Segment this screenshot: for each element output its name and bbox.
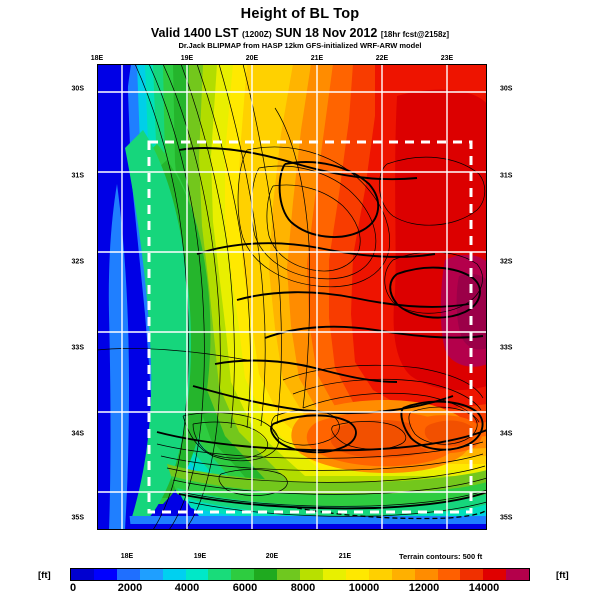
terrain-contour-note: Terrain contours: 500 ft: [399, 552, 483, 561]
colorbar-band-19: [506, 569, 530, 580]
lat-label-right-2: 32S: [500, 258, 513, 266]
lat-label-left-5: 35S: [71, 514, 84, 522]
colorbar-tick-1: 2000: [117, 582, 143, 594]
colorbar-band-1: [93, 569, 117, 580]
lat-label-left-2: 32S: [71, 258, 84, 266]
map-plot-area: [97, 64, 487, 530]
colorbar-tick-7: 14000: [468, 582, 500, 594]
lat-label-left-3: 33S: [71, 344, 84, 352]
valid-date-label: SUN 18 Nov 2012: [275, 26, 378, 40]
colorbar-band-11: [322, 569, 346, 580]
colorbar: [70, 568, 530, 581]
colorbar-band-15: [414, 569, 438, 580]
forecast-tag-label: [18hr fcst@2158z]: [380, 30, 450, 39]
lon-label-bottom-2: 20E: [265, 553, 279, 560]
colorbar-band-16: [437, 569, 461, 580]
colorbar-band-6: [208, 569, 232, 580]
colorbar-band-2: [116, 569, 140, 580]
lat-label-left-1: 31S: [71, 172, 84, 180]
colorbar-band-12: [345, 569, 369, 580]
colorbar-band-0: [71, 569, 94, 580]
filled-contour-field: [97, 64, 487, 530]
colorbar-tick-3: 6000: [232, 582, 258, 594]
model-credit-label: Dr.Jack BLIPMAP from HASP 12km GFS-initi…: [178, 41, 422, 50]
colorbar-band-3: [139, 569, 163, 580]
colorbar-tick-4: 8000: [290, 582, 316, 594]
lon-label-top-0: 18E: [90, 55, 104, 62]
colorbar-band-9: [277, 569, 301, 580]
lat-label-right-1: 31S: [500, 172, 513, 180]
colorbar-band-8: [254, 569, 278, 580]
lon-label-top-4: 22E: [375, 55, 389, 62]
lon-label-top-1: 19E: [180, 55, 194, 62]
colorbar-tick-5: 10000: [348, 582, 380, 594]
colorbar-units-right: [ft]: [556, 570, 569, 581]
model-domain-box: [147, 140, 473, 514]
colorbar-band-5: [185, 569, 209, 580]
terrain-contour-lines: [97, 64, 487, 530]
colorbar-band-7: [231, 569, 255, 580]
lat-label-right-3: 33S: [500, 344, 513, 352]
colorbar-band-4: [162, 569, 186, 580]
lat-label-left-0: 30S: [71, 85, 84, 93]
valid-time-label: Valid 1400 LST: [150, 26, 239, 40]
colorbar-band-17: [460, 569, 484, 580]
colorbar-band-18: [483, 569, 507, 580]
subtitle: Valid 1400 LST (1200Z) SUN 18 Nov 2012 […: [0, 26, 600, 40]
lon-label-top-5: 23E: [440, 55, 454, 62]
colorbar-band-10: [300, 569, 323, 580]
lon-label-bottom-1: 19E: [193, 553, 207, 560]
lon-label-top-3: 21E: [310, 55, 324, 62]
lat-label-left-4: 34S: [71, 430, 84, 438]
lat-label-right-5: 35S: [500, 514, 513, 522]
colorbar-band-14: [391, 569, 415, 580]
lon-label-top-2: 20E: [245, 55, 259, 62]
lat-label-right-0: 30S: [500, 85, 513, 93]
colorbar-band-13: [368, 569, 392, 580]
colorbar-tick-2: 4000: [174, 582, 200, 594]
valid-utc-label: (1200Z): [241, 29, 272, 39]
lat-label-right-4: 34S: [500, 430, 513, 438]
lon-label-bottom-3: 21E: [338, 553, 352, 560]
colorbar-tick-6: 12000: [408, 582, 440, 594]
colorbar-units-left: [ft]: [38, 570, 51, 581]
lon-label-bottom-0: 18E: [120, 553, 134, 560]
page-title: Height of BL Top: [240, 6, 360, 22]
colorbar-tick-0: 0: [69, 582, 77, 594]
map-border: [97, 64, 487, 530]
